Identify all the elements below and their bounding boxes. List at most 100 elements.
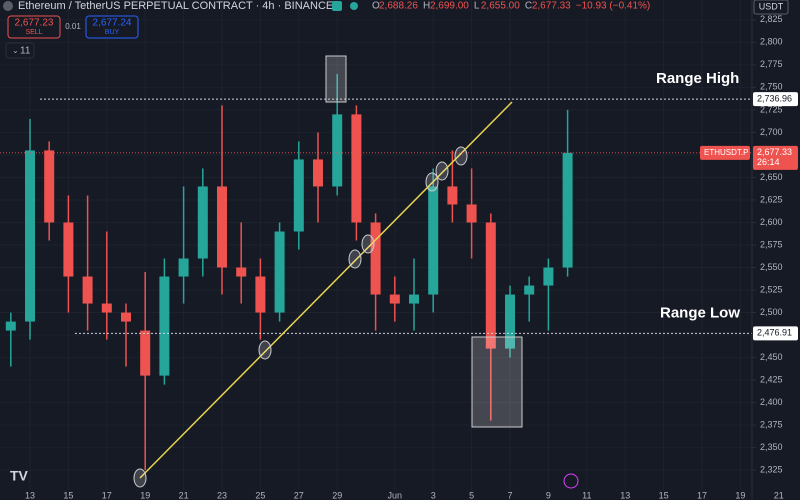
candle-body [63,222,74,277]
currency-button[interactable] [753,0,789,15]
candle-body [178,258,189,277]
candle-body [255,276,266,313]
candle-body [505,294,515,349]
indicators-count: 11 [20,46,31,57]
y-tick-label: 2,625 [760,194,783,204]
sell-label: SELL [25,29,42,36]
candle-body [236,267,247,277]
buy-label: BUY [105,29,120,36]
readout-value: 2,655.00 [481,1,520,12]
touch-circle [425,172,439,192]
candle-body [293,159,304,232]
candle-body [332,114,343,187]
y-tick-label: 2,400 [760,397,783,407]
last-price-label: 2,677.33 [757,147,792,157]
countdown: 26:14 [757,157,780,167]
last-price-box [753,145,798,170]
y-tick-label: 2,775 [760,59,783,69]
x-tick-label: 9 [546,490,551,500]
y-tick-label: 2,500 [760,307,783,317]
x-tick-label: 7 [507,490,512,500]
candle-body [82,276,93,304]
range-level-name: Range Low [660,304,740,321]
sell-price: 2,677.23 [15,18,54,29]
candle-body [524,285,535,295]
candle-body [313,159,323,187]
y-tick-label: 2,725 [760,104,783,114]
candle-body [159,276,170,376]
y-tick-label: 2,325 [760,465,783,475]
candle-body [370,222,381,295]
candle-body [5,321,16,331]
sell-button[interactable] [7,15,61,39]
y-tick-label: 2,525 [760,284,783,294]
x-tick-label: 21 [179,490,189,500]
x-tick-label: 25 [255,490,265,500]
y-tick-label: 2,750 [760,82,783,92]
candle-body [140,330,151,376]
status-icon [350,2,358,10]
x-tick-label: 23 [217,490,227,500]
y-tick-label: 2,550 [760,262,783,272]
chart-title: Ethereum / TetherUS PERPETUAL CONTRACT ·… [18,0,333,12]
y-tick-label: 2,800 [760,37,783,47]
x-tick-label: 13 [25,490,35,500]
range-level-name: Range High [656,70,739,87]
x-tick-label: 5 [469,490,474,500]
x-tick-label: 15 [63,490,73,500]
status-icon [332,1,342,11]
candle-body [25,150,35,322]
x-tick-label: Jun [388,490,403,500]
readout-key: L [474,1,480,12]
symbol-box [700,145,750,160]
x-tick-label: 19 [735,490,745,500]
currency: USDT [759,1,784,11]
candles [5,73,573,471]
level-price-box [753,92,798,107]
candle-body [121,312,131,322]
touch-circle [348,249,362,269]
level-price-label: 2,476.91 [757,328,792,338]
buy-button[interactable] [85,15,139,39]
symbol-label: ETHUSDT.P [704,148,748,157]
candle-body [485,222,496,349]
candle-body [428,186,439,295]
x-axis: 13 15 17 19 21 23 25 27 29 Jun 3 5 7 9 11 13 15 17 19 21 [25,490,784,500]
candle-body [466,204,477,223]
x-tick-label: 15 [659,490,669,500]
candle-body [197,186,208,259]
symbol-icon [3,1,13,11]
readout-value: 2,699.00 [430,1,469,12]
logo: TV [10,468,29,484]
x-tick-label: 17 [697,490,707,500]
candle-body [217,186,227,268]
x-tick-label: 17 [102,490,112,500]
buy-price: 2,677.24 [93,18,132,29]
indicators-toggle[interactable] [5,42,35,59]
event-icon [563,473,579,489]
candle-body [562,152,573,268]
readout-value: 2,688.26 [379,1,418,12]
readout-key: H [423,1,430,12]
x-tick-label: 19 [140,490,150,500]
y-tick-label: 2,600 [760,217,783,227]
y-tick-label: 2,700 [760,127,783,137]
readout-key: C [525,1,532,12]
candle-body [543,267,554,286]
x-tick-label: 21 [774,490,784,500]
candle-body [389,294,400,304]
candle-body [101,303,112,313]
ohlc-readout: O 2,688.26 H 2,699.00 L 2,655.00 C 2,677.33 −10.… [372,1,650,12]
y-tick-label: 2,350 [760,442,783,452]
touch-circle [133,468,147,488]
readout-value: −10.93 (−0.41%) [576,1,651,12]
candle-body [44,150,55,223]
highlight-box [325,55,347,103]
y-tick-label: 2,375 [760,420,783,430]
touch-circle [361,234,375,254]
x-tick-label: 3 [431,490,436,500]
y-tick-label: 2,425 [760,374,783,384]
